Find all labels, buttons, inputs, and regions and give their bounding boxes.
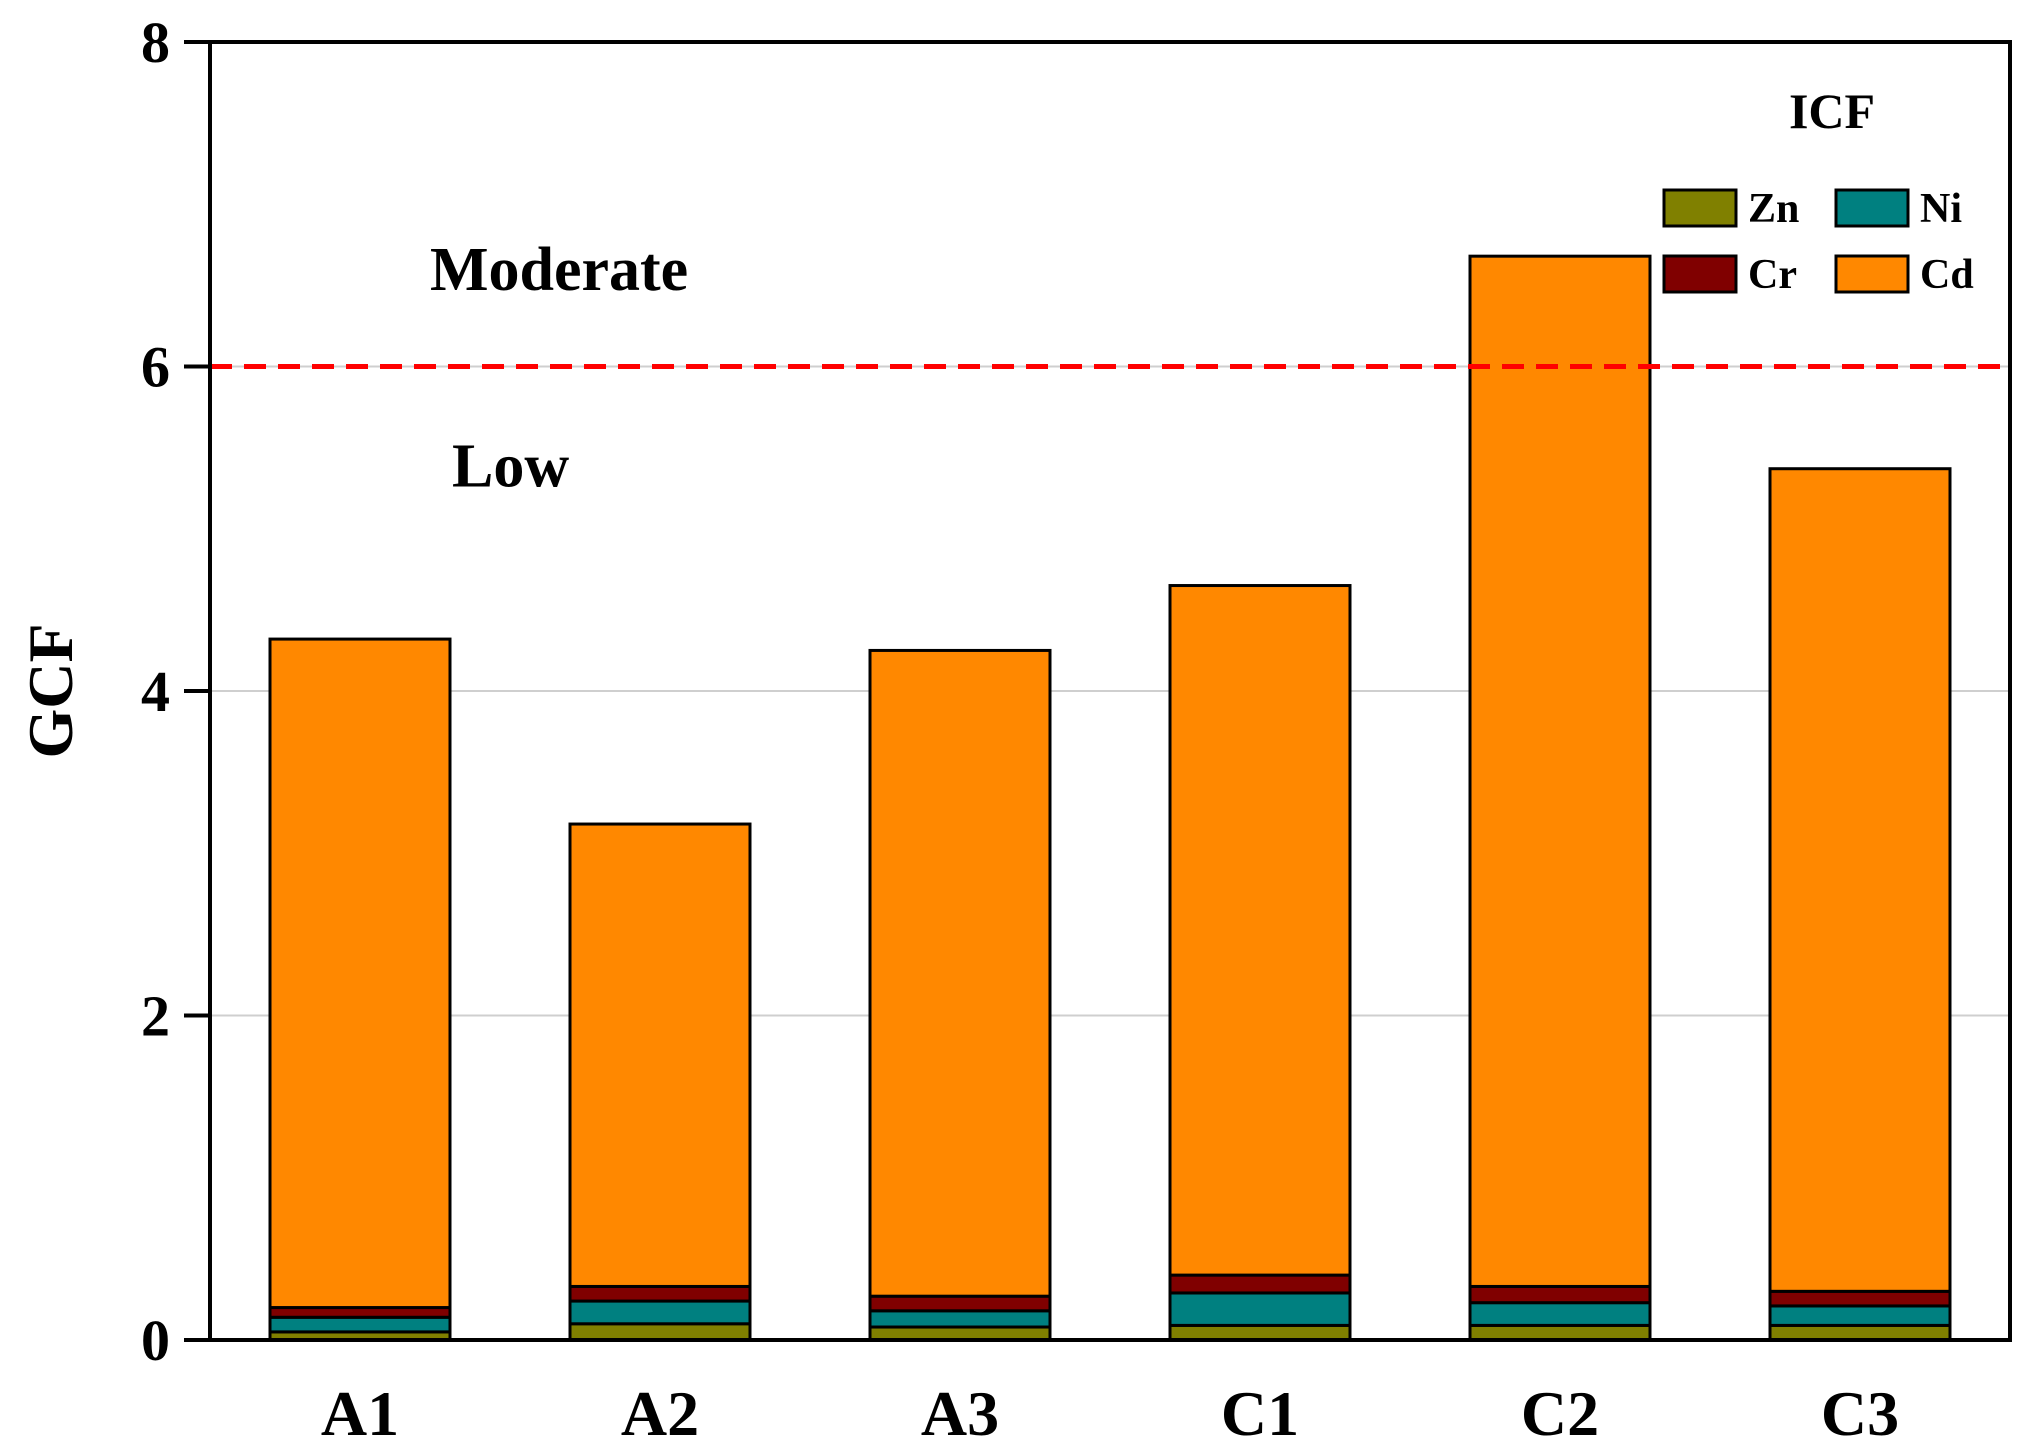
bar-c1-cr (1168, 1273, 1352, 1295)
x-category-label: A2 (621, 1378, 699, 1449)
bar-a1-ni (268, 1315, 452, 1334)
bar-a3-cr (868, 1294, 1052, 1313)
legend-swatch-ni (1834, 188, 1910, 228)
legend: ICF Zn Ni Cr Cd (1662, 83, 1974, 298)
bar-group-a3 (868, 648, 1052, 1342)
legend-swatch-cd (1834, 254, 1910, 294)
legend-label-cr: Cr (1748, 252, 1797, 298)
y-tick-label: 6 (141, 335, 170, 400)
y-axis-tick-labels: 0 2 4 6 8 (141, 10, 170, 1373)
bar-a1-cd (268, 637, 452, 1310)
bar-c2-cd (1468, 254, 1652, 1288)
legend-label-cd: Cd (1920, 252, 1974, 298)
bar-group-c3 (1768, 467, 1952, 1342)
x-category-label: A1 (321, 1378, 399, 1449)
bar-c3-ni (1768, 1304, 1952, 1327)
bar-c1-ni (1168, 1291, 1352, 1327)
y-axis-title: GCF (15, 623, 86, 758)
y-tick-label: 0 (141, 1308, 170, 1373)
x-category-label: C3 (1821, 1378, 1899, 1449)
bar-c2-ni (1468, 1301, 1652, 1327)
bar-a3-cd (868, 648, 1052, 1298)
legend-label-zn: Zn (1748, 186, 1799, 232)
bar-a2-cd (568, 822, 752, 1288)
legend-title: ICF (1789, 83, 1875, 139)
x-category-label: C1 (1221, 1378, 1299, 1449)
bar-group-c2 (1468, 254, 1652, 1342)
bar-group-a2 (568, 822, 752, 1342)
y-axis-ticks (184, 40, 210, 1342)
x-category-label: C2 (1521, 1378, 1599, 1449)
bars (268, 254, 1952, 1342)
bar-a2-cr (568, 1284, 752, 1303)
bar-a2-zn (568, 1322, 752, 1342)
zone-label-low: Low (452, 433, 569, 501)
legend-swatch-cr (1662, 254, 1738, 294)
bar-c1-zn (1168, 1323, 1352, 1342)
x-axis-category-labels: A1 A2 A3 C1 C2 C3 (321, 1378, 1899, 1449)
zone-label-moderate: Moderate (430, 236, 688, 304)
bar-c2-zn (1468, 1323, 1652, 1342)
bar-c2-cr (1468, 1284, 1652, 1305)
bar-c1-cd (1168, 584, 1352, 1277)
y-tick-label: 4 (141, 659, 170, 724)
bar-c3-cd (1768, 467, 1952, 1293)
bar-group-c1 (1168, 584, 1352, 1342)
legend-swatch-zn (1662, 188, 1738, 228)
x-category-label: A3 (921, 1378, 999, 1449)
bar-a2-ni (568, 1299, 752, 1326)
y-tick-label: 2 (141, 984, 170, 1049)
bar-group-a1 (268, 637, 452, 1342)
bar-c3-zn (1768, 1323, 1952, 1342)
legend-label-ni: Ni (1920, 186, 1962, 232)
bar-c3-cr (1768, 1289, 1952, 1308)
bar-a3-ni (868, 1309, 1052, 1329)
y-tick-label: 8 (141, 10, 170, 75)
